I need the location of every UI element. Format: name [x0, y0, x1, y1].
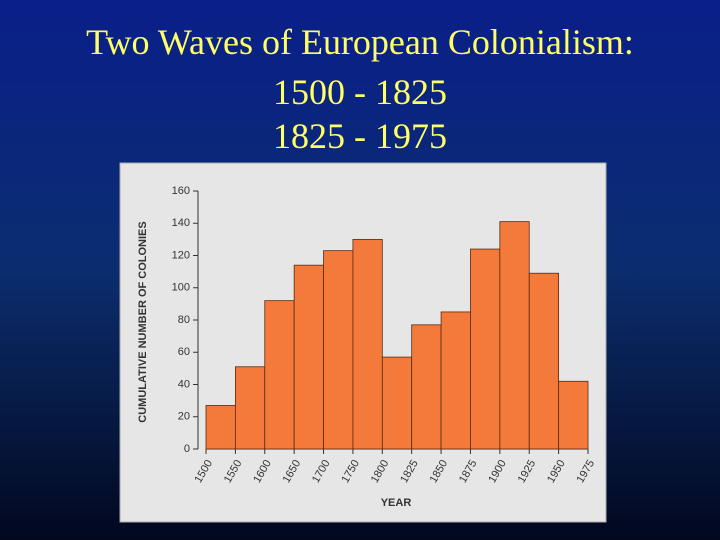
y-tick-label: 100 [172, 282, 190, 294]
y-tick-label: 40 [178, 378, 190, 390]
bar [381, 356, 413, 450]
title-line: 1825 - 1975 [273, 116, 447, 156]
y-tick-label: 120 [172, 249, 190, 261]
x-axis-label: YEAR [381, 497, 412, 509]
bar [470, 248, 501, 450]
y-tick-label: 140 [172, 217, 190, 229]
title-line: Two Waves of European Colonialism: [86, 22, 634, 62]
bar [411, 324, 442, 450]
bar [205, 405, 236, 450]
bar [528, 272, 560, 450]
bar [293, 264, 324, 450]
bar [264, 300, 295, 450]
y-axis-label: CUMULATIVE NUMBER OF COLONIES [137, 221, 149, 422]
y-tick-label: 80 [178, 314, 190, 326]
bar [352, 238, 383, 450]
y-tick-label: 60 [178, 346, 190, 358]
bar [499, 221, 530, 450]
y-tick-label: 0 [184, 443, 190, 455]
title-line: 1500 - 1825 [273, 72, 447, 112]
bar [234, 366, 266, 450]
bar [440, 311, 471, 450]
y-tick-label: 160 [172, 185, 190, 197]
y-tick-label: 20 [178, 411, 190, 423]
bar [558, 380, 589, 450]
bar [323, 250, 354, 450]
